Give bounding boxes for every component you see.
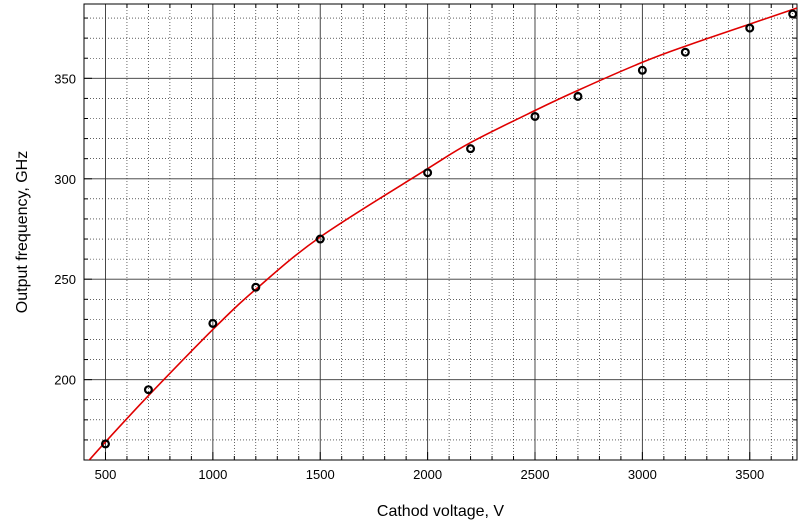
data-point xyxy=(143,385,153,395)
data-point xyxy=(315,234,325,244)
y-tick-label: 350 xyxy=(54,71,76,86)
x-tick-label: 2000 xyxy=(413,467,442,482)
x-tick-marks xyxy=(83,4,794,460)
y-axis-title: Output frequency, GHz xyxy=(14,151,31,313)
x-tick-label: 500 xyxy=(95,467,117,482)
data-points xyxy=(100,9,798,449)
data-point xyxy=(530,111,540,121)
y-tick-labels: 200 250 300 350 xyxy=(54,71,76,387)
data-point xyxy=(788,9,798,19)
x-tick-label: 1500 xyxy=(306,467,335,482)
x-tick-labels: 500 1000 1500 2000 2500 3000 3500 xyxy=(95,467,765,482)
y-tick-label: 250 xyxy=(54,272,76,287)
fit-curve xyxy=(88,7,797,460)
x-axis-title: Cathod voltage, V xyxy=(377,503,505,520)
x-tick-label: 3000 xyxy=(628,467,657,482)
data-point xyxy=(745,23,755,33)
data-point xyxy=(208,318,218,328)
major-grid xyxy=(84,4,797,460)
plot-frame xyxy=(83,3,798,461)
y-tick-label: 200 xyxy=(54,373,76,388)
data-point xyxy=(466,144,476,154)
data-point xyxy=(637,65,647,75)
data-point xyxy=(573,91,583,101)
x-tick-label: 1000 xyxy=(198,467,227,482)
x-tick-label: 2500 xyxy=(521,467,550,482)
y-tick-marks xyxy=(84,17,797,461)
x-tick-label: 3500 xyxy=(735,467,764,482)
y-tick-label: 300 xyxy=(54,172,76,187)
data-point xyxy=(680,47,690,57)
data-point xyxy=(251,282,261,292)
data-point xyxy=(423,168,433,178)
data-point xyxy=(100,439,110,449)
minor-grid xyxy=(83,4,797,461)
